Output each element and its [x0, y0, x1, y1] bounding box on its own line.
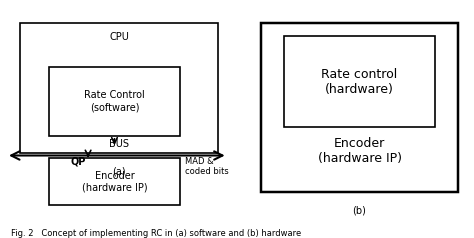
- Text: BUS: BUS: [109, 139, 129, 149]
- Text: Rate control
(hardware): Rate control (hardware): [321, 68, 398, 96]
- FancyBboxPatch shape: [261, 23, 458, 192]
- Text: (a): (a): [112, 166, 126, 176]
- Text: QP: QP: [70, 157, 86, 167]
- FancyBboxPatch shape: [20, 23, 218, 153]
- Text: (b): (b): [353, 205, 366, 215]
- Text: Encoder
(hardware IP): Encoder (hardware IP): [82, 171, 147, 192]
- Text: Fig. 2   Concept of implementing RC in (a) software and (b) hardware: Fig. 2 Concept of implementing RC in (a)…: [11, 229, 301, 238]
- Text: Encoder
(hardware IP): Encoder (hardware IP): [318, 137, 401, 165]
- Text: MAD &
coded bits: MAD & coded bits: [185, 157, 229, 176]
- FancyBboxPatch shape: [48, 158, 181, 205]
- Text: CPU: CPU: [109, 32, 129, 42]
- Text: Rate Control
(software): Rate Control (software): [84, 90, 145, 112]
- FancyBboxPatch shape: [48, 66, 181, 136]
- FancyBboxPatch shape: [284, 36, 435, 127]
